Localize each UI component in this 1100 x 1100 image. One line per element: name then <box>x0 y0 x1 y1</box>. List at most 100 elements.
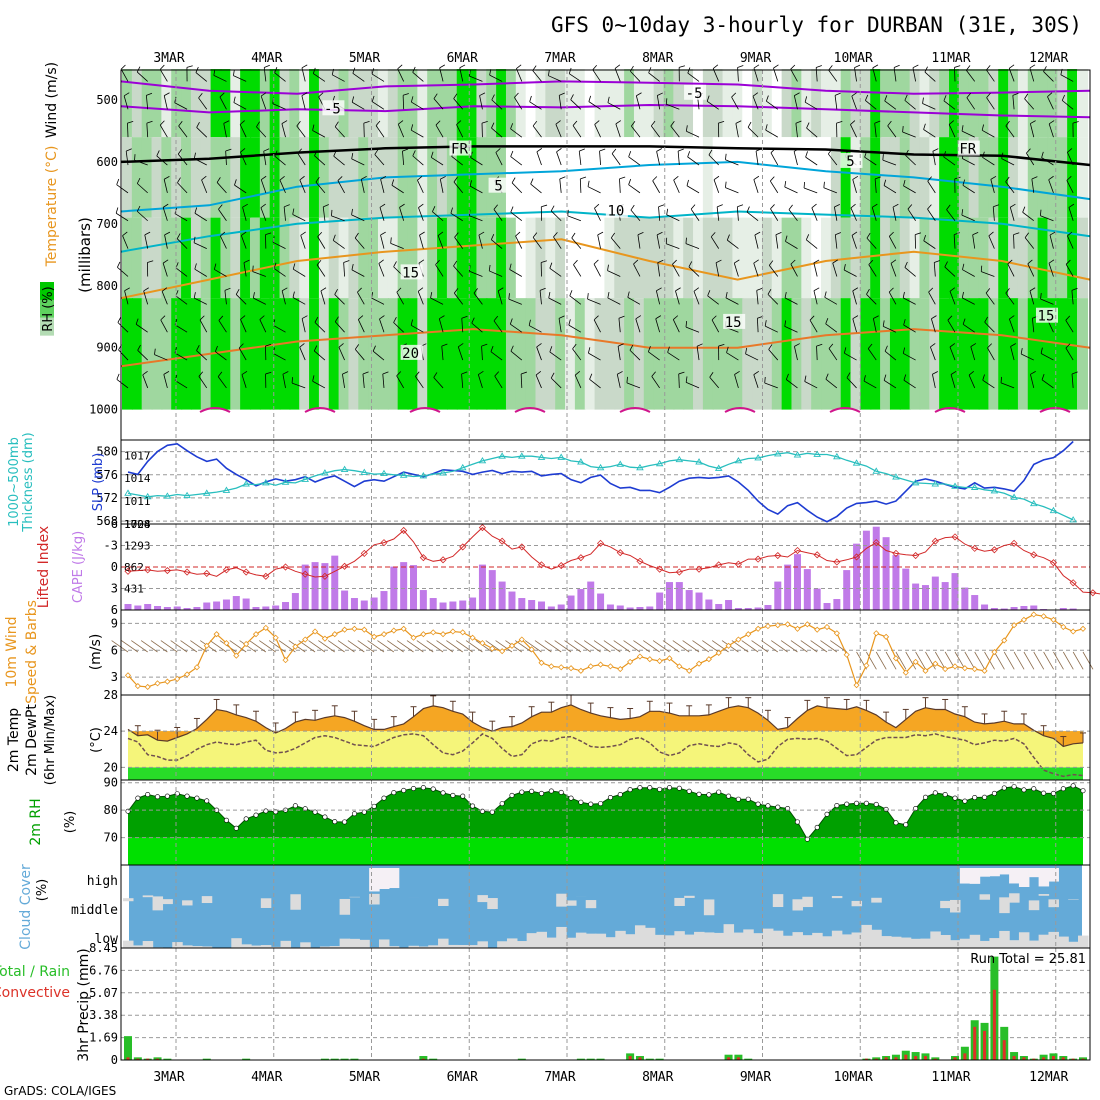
wind-barb <box>374 154 385 166</box>
cape-bar <box>282 602 290 610</box>
rh-cell <box>387 298 399 410</box>
wind-barb <box>852 179 857 193</box>
wind-barb-flag <box>816 65 822 68</box>
wind-barb <box>515 235 523 249</box>
wind-barb <box>867 348 877 361</box>
wind-barb <box>418 207 424 221</box>
rh-cell <box>122 69 133 138</box>
wind-barb-flag <box>147 260 154 263</box>
wind-barb-flag <box>1005 120 1010 127</box>
rh-cell <box>1027 137 1039 218</box>
precip-convective-bar <box>1071 1058 1075 1060</box>
rh-cell <box>338 137 350 218</box>
rh-point <box>145 792 151 798</box>
wind-barb <box>736 206 739 221</box>
cloud-low-clear <box>762 928 774 948</box>
wind-barb <box>572 125 582 138</box>
wind-barb <box>1067 152 1074 166</box>
wind-barb-flag <box>178 120 183 127</box>
rh-cell <box>141 137 153 218</box>
rh-cell <box>949 298 961 410</box>
wind-barb-flag <box>314 316 319 323</box>
wind-barb-flag <box>981 124 984 131</box>
rh-cell <box>830 217 842 299</box>
wind-barb <box>675 290 680 305</box>
rh-cell <box>1047 298 1059 410</box>
wind-barb-flag <box>314 150 318 156</box>
wind-speed-point <box>735 636 742 643</box>
rh-cell <box>368 298 380 410</box>
wind-barb-flag <box>767 288 772 295</box>
cloud-low-clear <box>556 926 567 948</box>
wind-barb-flag <box>657 92 663 96</box>
wind-barb <box>635 318 641 333</box>
wind-barb <box>553 236 562 249</box>
rh-point <box>883 806 889 812</box>
wind-barb-flag <box>417 175 423 181</box>
wind-barb <box>616 374 621 389</box>
wind-barb <box>371 73 385 82</box>
temp-tick: 24 <box>104 724 118 738</box>
cloud-high-clear <box>979 868 991 877</box>
wind-barb-flag <box>495 148 501 153</box>
wind-barb <box>314 155 326 166</box>
wind-barb <box>599 151 601 166</box>
rh-cell <box>1027 298 1039 410</box>
wind-barb <box>252 271 266 277</box>
rh-cell <box>742 69 754 138</box>
wind-barb-flag <box>393 317 397 323</box>
rh-point <box>794 819 800 825</box>
wind-barb-flag <box>1030 120 1036 124</box>
wind-barb-flag <box>706 95 710 102</box>
rh-cell <box>249 298 261 410</box>
wind-barb-flag <box>804 96 808 103</box>
cape-bar <box>183 608 191 610</box>
wind-barb-flag <box>123 92 130 97</box>
wind-barb-flag <box>650 120 656 127</box>
wind-barb-flag <box>864 151 867 158</box>
wind-barb <box>708 154 720 166</box>
rh-cell <box>141 217 153 299</box>
date-label-top: 4MAR <box>251 51 282 66</box>
precip-total-bar <box>596 1058 605 1060</box>
wind-barb-flag <box>481 120 488 124</box>
contour-label-bg <box>840 152 863 168</box>
wind-barb <box>334 126 345 138</box>
rh-cell <box>929 137 941 218</box>
rh-cell <box>131 298 143 410</box>
precip-convective-bar <box>421 1058 425 1060</box>
wind-barb <box>686 130 700 138</box>
rh-cell <box>427 298 439 410</box>
cape-bar <box>646 606 654 610</box>
wind-barb <box>411 101 424 110</box>
wind-barb-flag <box>300 231 306 236</box>
rh-cell <box>811 137 823 218</box>
precip-convective-bar <box>126 1057 130 1060</box>
wind-barb <box>196 127 208 138</box>
wind-barb <box>194 268 207 277</box>
rh-cell <box>122 217 133 299</box>
wind-barb-flag <box>508 293 510 300</box>
wind-barb-flag <box>725 153 727 160</box>
rh-unit-label: (%) <box>63 811 78 834</box>
rh-cell <box>653 69 665 138</box>
wind-barb <box>637 234 641 249</box>
wind-barb <box>291 382 306 389</box>
wind-barb <box>435 124 444 138</box>
precip-total-bar <box>419 1056 428 1060</box>
wind-barb-flag <box>852 315 859 320</box>
wind-barb <box>846 377 857 389</box>
wind-barb <box>549 351 562 361</box>
rh-cell <box>1008 137 1020 218</box>
wind-barb <box>690 208 700 221</box>
wind-barb-flag <box>850 203 856 209</box>
wind-barb-flag <box>790 259 796 265</box>
surface-wind-barb <box>613 640 631 653</box>
rh-band-low <box>128 837 1083 865</box>
wind-barb-flag <box>143 287 149 292</box>
wind-barb <box>569 73 582 82</box>
precip-convective-bar <box>136 1058 140 1060</box>
wind-barb-flag <box>382 371 389 375</box>
wind-speed-point <box>193 664 200 671</box>
